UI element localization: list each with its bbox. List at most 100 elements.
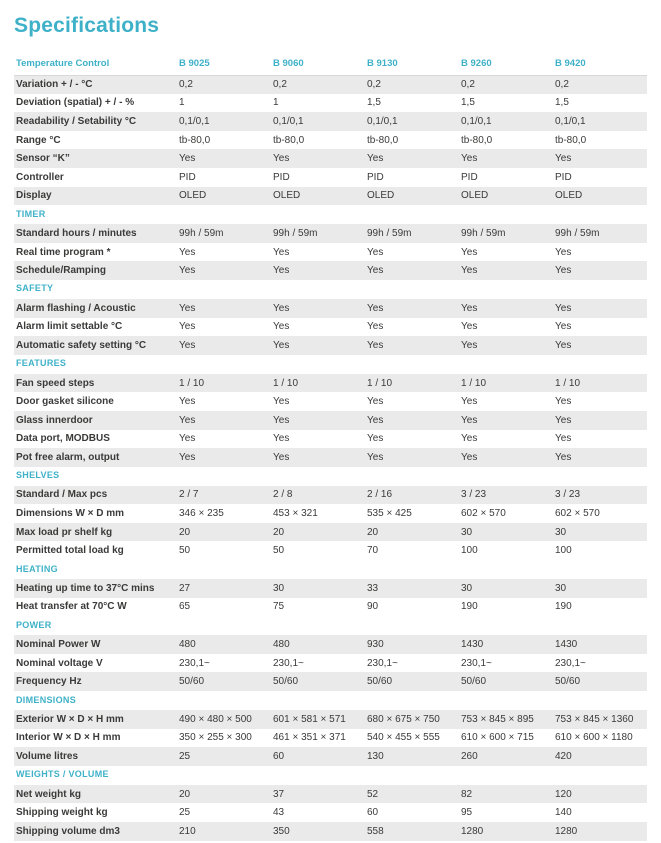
spec-value: 20: [271, 522, 365, 542]
spec-label: Controller: [16, 171, 64, 183]
section-header-row: WEIGHTS / VOLUME: [14, 765, 647, 785]
spec-value: Yes: [179, 246, 196, 258]
spec-value: Yes: [273, 396, 290, 408]
spec-value: Yes: [555, 396, 572, 408]
header-model: B 9130: [365, 54, 459, 76]
spec-value: 230,1~: [179, 657, 210, 669]
spec-value: Yes: [553, 448, 647, 467]
section-header-row: TIMER: [14, 205, 647, 225]
spec-value: 1,5: [367, 97, 381, 109]
spec-row: Display OLED OLED OLED OLED OLED: [14, 186, 647, 206]
spec-row: Real time program * Yes Yes Yes Yes Yes: [14, 243, 647, 262]
spec-value: 120: [553, 784, 647, 804]
section-title: POWER: [14, 616, 647, 636]
section-title: SHELVES: [14, 466, 647, 486]
spec-value: 1 / 10: [177, 373, 271, 393]
section-header-row: DIMENSIONS: [14, 691, 647, 711]
spec-value: OLED: [553, 186, 647, 206]
spec-value: 0,2: [459, 75, 553, 94]
spec-label: Max load pr shelf kg: [14, 522, 177, 542]
spec-value: Yes: [461, 433, 478, 445]
section-title: SAFETY: [14, 279, 647, 299]
spec-value: 260: [459, 747, 553, 766]
spec-value: 1 / 10: [459, 373, 553, 393]
spec-value: OLED: [271, 186, 365, 206]
spec-label: Permitted total load kg: [16, 545, 124, 557]
spec-value: 43: [273, 807, 285, 819]
spec-row: Exterior W × D × H mm 490 × 480 × 500 601 …: [14, 710, 647, 729]
spec-value: 0,2: [553, 75, 647, 94]
spec-value: PID: [367, 171, 384, 183]
spec-value: Yes: [553, 336, 647, 355]
spec-value: 99h / 59m: [271, 224, 365, 243]
spec-value: 33: [365, 579, 459, 598]
section-title: WEIGHTS / VOLUME: [14, 765, 647, 785]
table-body: Variation + / - °C 0,2 0,2 0,2 0,2 0,2 Deviati…: [14, 75, 647, 841]
spec-value: Yes: [365, 298, 459, 318]
spec-value: Yes: [459, 336, 553, 355]
spec-value: Yes: [365, 410, 459, 430]
spec-value: Yes: [271, 298, 365, 318]
spec-value: 753 × 845 × 895: [459, 710, 553, 729]
spec-row: Heating up time to 37°C mins 27 30 33 30 30: [14, 579, 647, 598]
spec-label: Glass innerdoor: [14, 410, 177, 430]
spec-label: Nominal Power W: [14, 635, 177, 654]
spec-label: Alarm flashing / Acoustic: [14, 298, 177, 318]
spec-row: Max load pr shelf kg 20 20 20 30 30: [14, 522, 647, 542]
spec-value: 99h / 59m: [177, 224, 271, 243]
spec-value: 95: [461, 807, 473, 819]
spec-value: Yes: [177, 410, 271, 430]
spec-value: 753 × 845 × 1360: [553, 710, 647, 729]
spec-label: Standard / Max pcs: [14, 485, 177, 505]
spec-row: Net weight kg 20 37 52 82 120: [14, 784, 647, 804]
spec-value: 37: [271, 784, 365, 804]
spec-value: Yes: [553, 298, 647, 318]
spec-row: Standard hours / minutes 99h / 59m 99h / 5…: [14, 224, 647, 243]
spec-label: Heat transfer at 70°C W: [16, 601, 127, 613]
spec-row: Frequency Hz 50/60 50/60 50/60 50/60 50/60: [14, 672, 647, 692]
spec-value: OLED: [365, 186, 459, 206]
spec-value: 350 × 255 × 300: [179, 732, 252, 744]
spec-value: 558: [365, 822, 459, 841]
spec-value: 540 × 455 × 555: [367, 732, 440, 744]
spec-value: Yes: [461, 321, 478, 333]
spec-value: 82: [459, 784, 553, 804]
spec-value: PID: [273, 171, 290, 183]
spec-row: Schedule/Ramping Yes Yes Yes Yes Yes: [14, 261, 647, 280]
spec-value: 0,2: [365, 75, 459, 94]
spec-value: 25: [179, 807, 191, 819]
section-header-row: SHELVES: [14, 466, 647, 486]
spec-value: 50/60: [365, 672, 459, 692]
header-model: B 9420: [553, 54, 647, 76]
table-header: Temperature Control B 9025 B 9060 B 9130 B 9…: [14, 54, 647, 76]
spec-value: Yes: [553, 149, 647, 168]
spec-row: Shipping volume dm3 210 350 558 1280 1280: [14, 822, 647, 841]
spec-value: tb-80,0: [367, 134, 399, 146]
spec-value: 50/60: [553, 672, 647, 692]
spec-value: 930: [365, 635, 459, 654]
spec-row: Alarm flashing / Acoustic Yes Yes Yes Yes Yes: [14, 298, 647, 318]
spec-value: OLED: [177, 186, 271, 206]
spec-label: Real time program *: [16, 246, 111, 258]
spec-value: 346 × 235: [179, 508, 224, 520]
header-model: B 9260: [459, 54, 553, 76]
spec-value: 140: [555, 807, 572, 819]
spec-row: Nominal voltage V 230,1~ 230,1~ 230,1~ 230,1…: [14, 654, 647, 673]
spec-value: Yes: [459, 261, 553, 280]
spec-value: 90: [367, 601, 379, 613]
spec-row: Sensor “K” Yes Yes Yes Yes Yes: [14, 149, 647, 168]
spec-row: Readability / Setability °C 0,1/0,1 0,1/0,…: [14, 112, 647, 131]
spec-value: 2 / 7: [177, 485, 271, 505]
spec-row: Glass innerdoor Yes Yes Yes Yes Yes: [14, 410, 647, 430]
spec-value: Yes: [367, 396, 384, 408]
spec-value: Yes: [461, 396, 478, 408]
spec-value: 100: [555, 545, 572, 557]
spec-value: 602 × 570: [555, 508, 600, 520]
spec-value: Yes: [365, 336, 459, 355]
spec-value: 100: [461, 545, 478, 557]
spec-value: 680 × 675 × 750: [365, 710, 459, 729]
spec-value: 210: [177, 822, 271, 841]
spec-value: OLED: [459, 186, 553, 206]
spec-value: 350: [271, 822, 365, 841]
